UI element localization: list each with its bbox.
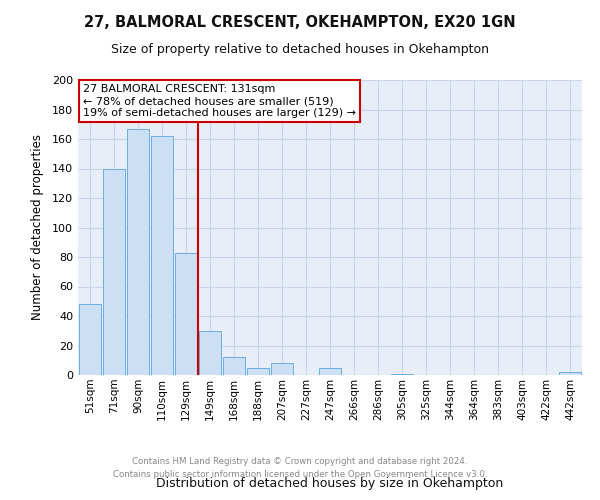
Bar <box>247 368 269 375</box>
Text: 27, BALMORAL CRESCENT, OKEHAMPTON, EX20 1GN: 27, BALMORAL CRESCENT, OKEHAMPTON, EX20 … <box>84 15 516 30</box>
Bar <box>103 168 125 375</box>
Y-axis label: Number of detached properties: Number of detached properties <box>31 134 44 320</box>
Text: 27 BALMORAL CRESCENT: 131sqm
← 78% of detached houses are smaller (519)
19% of s: 27 BALMORAL CRESCENT: 131sqm ← 78% of de… <box>83 84 356 117</box>
Bar <box>391 374 413 375</box>
Bar <box>79 304 101 375</box>
Bar <box>223 358 245 375</box>
Bar <box>559 372 581 375</box>
Text: Contains HM Land Registry data © Crown copyright and database right 2024.
Contai: Contains HM Land Registry data © Crown c… <box>113 458 487 479</box>
Bar <box>175 252 197 375</box>
Text: Size of property relative to detached houses in Okehampton: Size of property relative to detached ho… <box>111 42 489 56</box>
Text: Distribution of detached houses by size in Okehampton: Distribution of detached houses by size … <box>157 477 503 490</box>
Bar <box>199 331 221 375</box>
Bar <box>127 128 149 375</box>
Bar <box>319 368 341 375</box>
Bar <box>271 363 293 375</box>
Bar <box>151 136 173 375</box>
